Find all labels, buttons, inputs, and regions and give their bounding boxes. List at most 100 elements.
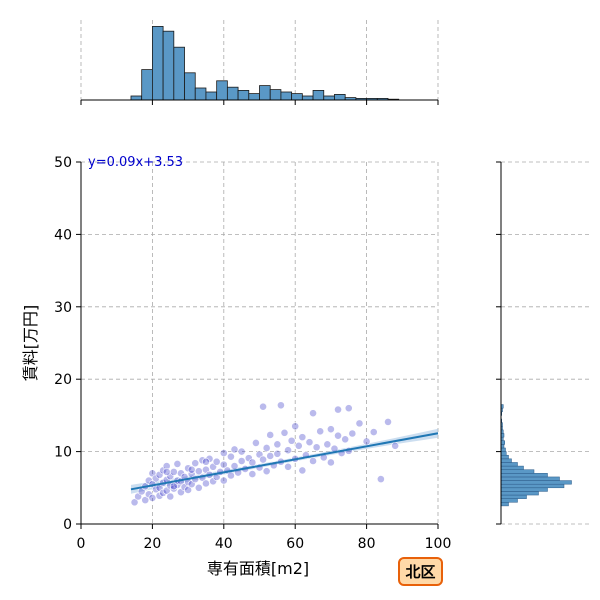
top-hist-bar	[216, 80, 228, 101]
scatter-point	[187, 465, 196, 474]
scatter-point	[202, 479, 210, 488]
scatter-point	[259, 402, 267, 411]
x-tick-label: 60	[286, 536, 304, 552]
scatter-point	[184, 486, 192, 494]
scatter-point	[162, 467, 171, 476]
right-hist-bar	[500, 469, 535, 474]
scatter-point	[169, 467, 178, 476]
regression-equation: y=0.09x+3.53	[88, 155, 183, 170]
top-hist-bar	[130, 95, 143, 101]
scatter-points	[130, 401, 400, 507]
right-hist-bar	[500, 454, 509, 460]
right-hist-bar	[500, 462, 518, 467]
top-hist-bar	[205, 91, 218, 101]
right-hist-bar	[500, 487, 548, 492]
scatter-point	[252, 439, 260, 447]
scatter-point	[191, 459, 200, 468]
top-hist-bar	[323, 95, 335, 101]
scatter-point	[248, 458, 257, 467]
top-hist-bar	[269, 89, 282, 101]
scatter-point	[162, 462, 171, 470]
regression-line	[130, 432, 439, 491]
y-tick-label: 40	[54, 227, 72, 243]
scatter-point	[230, 445, 239, 454]
scatter-point	[219, 460, 228, 469]
top-hist-bar	[291, 93, 303, 101]
scatter-point	[312, 443, 321, 452]
y-tick-label: 20	[54, 372, 72, 388]
scatter-point	[355, 419, 364, 428]
right-hist-bar	[500, 473, 548, 478]
district-badge-box	[398, 557, 443, 586]
scatter-point	[316, 427, 325, 436]
scatter-point	[227, 452, 235, 461]
labels-layer: y=0.09x+3.53 専有面積[m2] 賃料[万円]	[21, 155, 309, 578]
right-hist-bar	[500, 451, 507, 456]
scatter-point	[287, 436, 296, 445]
top-hist-bar	[173, 46, 185, 101]
top-hist-bar	[194, 87, 207, 101]
top-hist-bar	[184, 72, 196, 101]
scatter-point	[266, 452, 275, 460]
right-hist-bar	[500, 447, 506, 452]
scatter-point	[266, 431, 275, 439]
right-hist-bar	[500, 498, 518, 503]
scatter-point	[384, 418, 392, 426]
scatter-point	[280, 428, 289, 437]
scatter-point	[273, 449, 282, 458]
scatter-point	[259, 455, 267, 464]
scatter-point	[348, 429, 357, 438]
scatter-point	[298, 433, 307, 442]
x-tick-label: 40	[215, 536, 233, 552]
scatter-point	[284, 462, 292, 471]
regression-line-layer	[130, 432, 439, 491]
right-histogram	[496, 161, 572, 525]
axes-layer: 0 20 40 60 80 100 0 10 20 30 40 50	[54, 155, 451, 552]
top-hist-bar	[334, 94, 346, 101]
scatter-point	[341, 435, 350, 444]
right-hist-bar	[500, 458, 512, 463]
right-hist-bar	[500, 494, 527, 499]
scatter-point	[148, 494, 157, 502]
scatter-point	[323, 440, 332, 449]
x-tick-label: 80	[358, 536, 376, 552]
scatter-point	[237, 457, 246, 465]
scatter-point	[298, 466, 307, 475]
scatter-point	[294, 441, 303, 450]
right-hist-bar	[500, 480, 572, 485]
district-badge-label: 北区	[405, 563, 435, 581]
grid-layer	[80, 20, 590, 525]
x-tick-label: 0	[77, 536, 86, 552]
scatter-point	[277, 401, 285, 410]
scatter-point	[237, 447, 246, 456]
y-tick-label: 30	[54, 300, 72, 316]
y-tick-label: 10	[54, 445, 72, 461]
scatter-point	[305, 438, 314, 447]
x-tick-label: 20	[143, 536, 161, 552]
scatter-point	[262, 444, 271, 452]
right-hist-bar	[500, 502, 509, 507]
right-hist-bar	[500, 476, 560, 481]
scatter-point	[194, 467, 203, 476]
scatter-point	[309, 457, 317, 465]
right-hist-bar	[500, 491, 539, 496]
scatter-point	[334, 431, 342, 440]
top-histogram	[80, 25, 439, 105]
top-hist-bar	[226, 86, 239, 101]
scatter-point	[230, 462, 239, 470]
scatter-point	[219, 449, 228, 457]
scatter-point	[173, 460, 182, 468]
top-hist-bar	[248, 93, 260, 101]
top-hist-bar	[141, 69, 153, 101]
right-hist-bar	[500, 465, 524, 470]
right-hist-bar	[500, 483, 565, 489]
scatter-point	[212, 457, 221, 466]
scatter-point	[130, 498, 139, 507]
scatter-point	[369, 428, 378, 436]
scatter-point	[273, 440, 282, 449]
scatter-point	[376, 475, 385, 484]
y-tick-label: 0	[63, 517, 72, 533]
scatter-point	[362, 437, 371, 446]
scatter-point	[248, 470, 257, 478]
